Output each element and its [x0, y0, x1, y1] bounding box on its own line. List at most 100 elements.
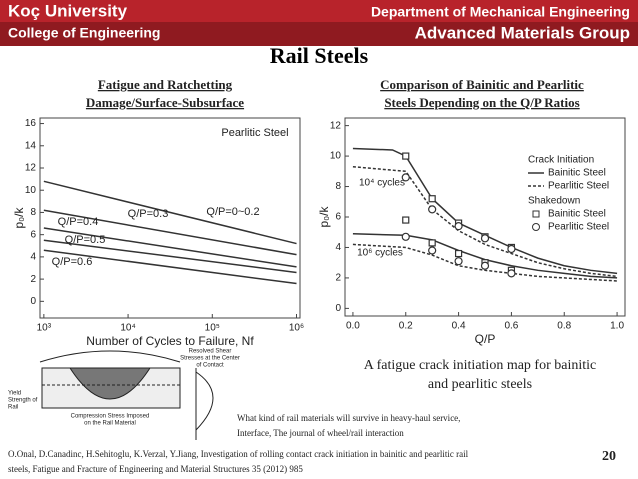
- x-axis-label: Number of Cycles to Failure, Nf: [86, 334, 254, 348]
- group: Advanced Materials Group: [415, 23, 630, 42]
- plot-frame: [39, 117, 301, 319]
- note: Interface, The journal of wheel/rail int…: [237, 428, 404, 438]
- diagram-label: Resolved Shear: [189, 349, 232, 355]
- legend-label: Bainitic Steel: [548, 209, 606, 220]
- y-tick-label: 10: [25, 185, 37, 196]
- y-tick-label: 10: [330, 151, 342, 162]
- point: [402, 152, 410, 160]
- legend-label: Pearlitic Steel: [548, 181, 609, 192]
- point: [507, 269, 516, 278]
- x-axis-label: Q/P: [475, 332, 496, 346]
- legend-swatch: [532, 223, 540, 231]
- stress-zone: [69, 367, 151, 400]
- point: [428, 205, 437, 214]
- y-axis-label: p₀/k: [317, 206, 331, 228]
- y-tick-label: 6: [30, 229, 36, 240]
- diagram-label: of Contact: [196, 363, 224, 369]
- line: [352, 243, 618, 282]
- y-tick-label: 12: [25, 163, 37, 174]
- series-label: Q/P=0.4: [58, 216, 99, 228]
- y-tick-label: 14: [25, 140, 37, 151]
- college: College of Engineering: [8, 25, 160, 41]
- chart-title: Comparison of Bainitic and Pearlitic: [380, 77, 584, 92]
- legend-label: Bainitic Steel: [548, 168, 606, 179]
- point: [428, 195, 436, 203]
- page-number: 20: [602, 449, 616, 464]
- annotation: Pearlitic Steel: [221, 127, 288, 139]
- point: [454, 249, 463, 258]
- y-tick-label: 16: [25, 118, 37, 129]
- series-label: Q/P=0.5: [65, 234, 106, 246]
- y-tick-label: 4: [30, 252, 36, 263]
- y-tick-label: 2: [30, 274, 36, 285]
- series-label: Q/P=0~0.2: [206, 206, 259, 218]
- university: Koç University: [8, 1, 128, 20]
- line: [43, 209, 297, 256]
- series-label: Q/P=0.6: [52, 256, 93, 268]
- legend-title: Shakedown: [528, 196, 580, 207]
- caption: A fatigue crack initiation map for baini…: [364, 358, 596, 373]
- chart-title: Fatigue and Ratchetting: [98, 77, 233, 92]
- legend-title: Crack Initiation: [528, 155, 594, 166]
- diagram-label: Strength of: [8, 398, 38, 404]
- y-axis-label: p₀/k: [12, 207, 26, 229]
- y-tick-label: 2: [335, 273, 341, 284]
- department: Department of Mechanical Engineering: [371, 4, 630, 20]
- x-tick-label: 0.0: [346, 321, 360, 332]
- x-tick-label: 10⁵: [205, 323, 220, 334]
- y-tick-label: 12: [330, 120, 342, 131]
- header-band-lower: [0, 22, 638, 46]
- point: [401, 173, 410, 182]
- diagram-label: Rail: [8, 405, 18, 411]
- line: [43, 180, 297, 245]
- diagram-label: Yield: [8, 391, 21, 397]
- diagram-label: Compression Stress Imposed: [71, 414, 150, 420]
- point: [454, 257, 463, 266]
- point: [401, 232, 410, 241]
- line: [352, 165, 618, 278]
- y-tick-label: 8: [335, 181, 341, 192]
- x-tick-label: 10⁶: [289, 323, 304, 334]
- caption: and pearlitic steels: [428, 377, 532, 392]
- point: [480, 234, 490, 243]
- y-tick-label: 0: [30, 296, 36, 307]
- line: [43, 249, 297, 285]
- stress-diagram: Yield Strength of Rail Compression Stres…: [8, 349, 240, 440]
- point: [402, 216, 410, 224]
- series-label: Q/P=0.3: [128, 208, 169, 220]
- x-tick-label: 0.2: [399, 321, 413, 332]
- point: [428, 239, 436, 247]
- annotation: 10⁶ cycles: [357, 248, 403, 259]
- line: [43, 239, 297, 274]
- y-tick-label: 4: [335, 242, 341, 253]
- reference: O.Onal, D.Canadinc, H.Sehitoglu, K.Verza…: [8, 449, 469, 459]
- point: [454, 222, 463, 231]
- point: [507, 244, 516, 254]
- shear-curve: [195, 371, 214, 431]
- y-tick-label: 8: [30, 207, 36, 218]
- y-tick-label: 6: [335, 212, 341, 223]
- reference: steels, Fatigue and Fracture of Engineer…: [8, 464, 303, 474]
- y-tick-label: 0: [335, 303, 341, 314]
- annotation: 10⁴ cycles: [359, 178, 405, 189]
- point: [428, 246, 437, 255]
- x-tick-label: 0.8: [557, 321, 571, 332]
- point: [480, 261, 490, 270]
- line: [352, 233, 618, 279]
- wheel-outline: [39, 350, 181, 363]
- chart-title: Damage/Surface-Subsurface: [86, 95, 244, 110]
- diagram-label: Stresses at the Center: [180, 356, 240, 362]
- legend-swatch: [532, 210, 540, 218]
- x-tick-label: 0.4: [452, 321, 466, 332]
- x-tick-label: 10⁴: [120, 323, 135, 334]
- chart-title: Steels Depending on the Q/P Ratios: [384, 95, 579, 110]
- line: [43, 227, 297, 268]
- note: What kind of rail materials will survive…: [237, 413, 460, 423]
- x-tick-label: 1.0: [610, 321, 624, 332]
- x-tick-label: 0.6: [504, 321, 518, 332]
- slide-title: Rail Steels: [270, 43, 369, 68]
- x-tick-label: 10³: [37, 323, 52, 334]
- diagram-label: on the Rail Material: [84, 421, 136, 427]
- legend-label: Pearlitic Steel: [548, 222, 609, 233]
